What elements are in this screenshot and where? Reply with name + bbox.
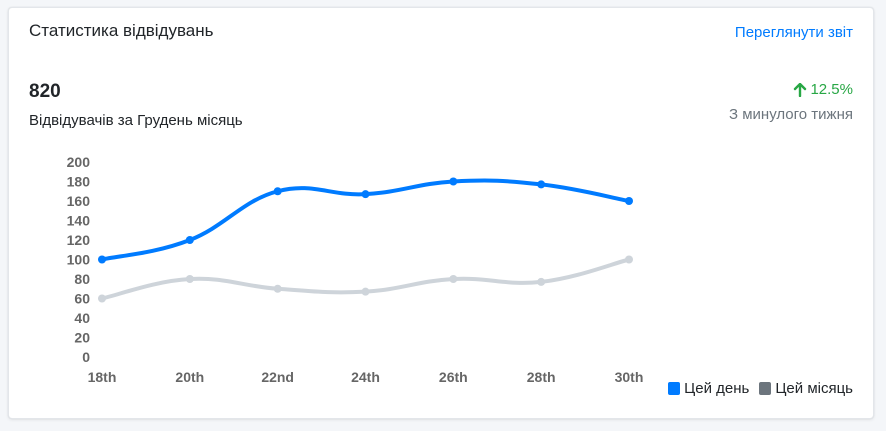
y-tick-label: 140 xyxy=(67,213,91,229)
legend-item-this-day[interactable]: Цей день xyxy=(668,380,749,397)
data-point-this-month[interactable] xyxy=(449,275,458,283)
y-tick-label: 0 xyxy=(82,349,90,365)
data-point-this-day[interactable] xyxy=(98,255,106,264)
arrow-up-icon xyxy=(794,82,807,97)
card-title: Статистика відвідувань xyxy=(29,21,214,40)
data-point-this-day[interactable] xyxy=(185,236,194,244)
legend-swatch-this-month xyxy=(759,382,772,395)
data-point-this-month[interactable] xyxy=(537,277,546,286)
legend-label-this-day: Цей день xyxy=(684,380,750,397)
view-report-link[interactable]: Переглянути звіт xyxy=(734,24,853,41)
x-tick-label: 24th xyxy=(351,369,380,385)
x-tick-label: 28th xyxy=(527,369,556,385)
change-percent: 12.5% xyxy=(810,81,853,98)
y-tick-label: 20 xyxy=(74,330,90,346)
data-point-this-month[interactable] xyxy=(625,255,633,264)
x-tick-label: 18th xyxy=(88,369,117,385)
legend-swatch-this-day xyxy=(668,382,681,395)
x-tick-label: 26th xyxy=(439,369,468,385)
data-point-this-day[interactable] xyxy=(361,190,370,199)
data-point-this-month[interactable] xyxy=(185,275,194,283)
data-point-this-day[interactable] xyxy=(537,180,546,189)
x-tick-label: 20th xyxy=(175,369,204,385)
y-tick-label: 160 xyxy=(67,193,91,209)
data-point-this-month[interactable] xyxy=(361,287,370,296)
visitors-card: Статистика відвідувань Переглянути звіт … xyxy=(8,7,874,419)
data-point-this-day[interactable] xyxy=(625,197,633,205)
y-tick-label: 180 xyxy=(67,174,91,190)
y-tick-label: 100 xyxy=(67,252,91,268)
legend-item-this-month[interactable]: Цей місяць xyxy=(759,380,853,397)
change-note: З минулого тижня xyxy=(729,106,853,123)
y-tick-label: 200 xyxy=(67,154,91,170)
y-tick-label: 60 xyxy=(74,291,90,307)
data-point-this-day[interactable] xyxy=(273,187,282,196)
x-tick-label: 22nd xyxy=(261,369,294,385)
data-point-this-day[interactable] xyxy=(449,177,458,186)
legend-label-this-month: Цей місяць xyxy=(775,380,853,397)
data-point-this-month[interactable] xyxy=(273,284,282,293)
visitors-description: Відвідувачів за Грудень місяць xyxy=(29,112,243,129)
x-tick-label: 30th xyxy=(615,369,644,385)
data-point-this-month[interactable] xyxy=(98,294,106,303)
y-tick-label: 40 xyxy=(74,310,90,326)
y-tick-label: 80 xyxy=(74,271,90,287)
y-tick-label: 120 xyxy=(67,232,91,248)
chart-legend: Цей день Цей місяць xyxy=(668,380,853,397)
change-indicator: 12.5% xyxy=(793,81,853,98)
visitors-count: 820 xyxy=(29,81,61,102)
